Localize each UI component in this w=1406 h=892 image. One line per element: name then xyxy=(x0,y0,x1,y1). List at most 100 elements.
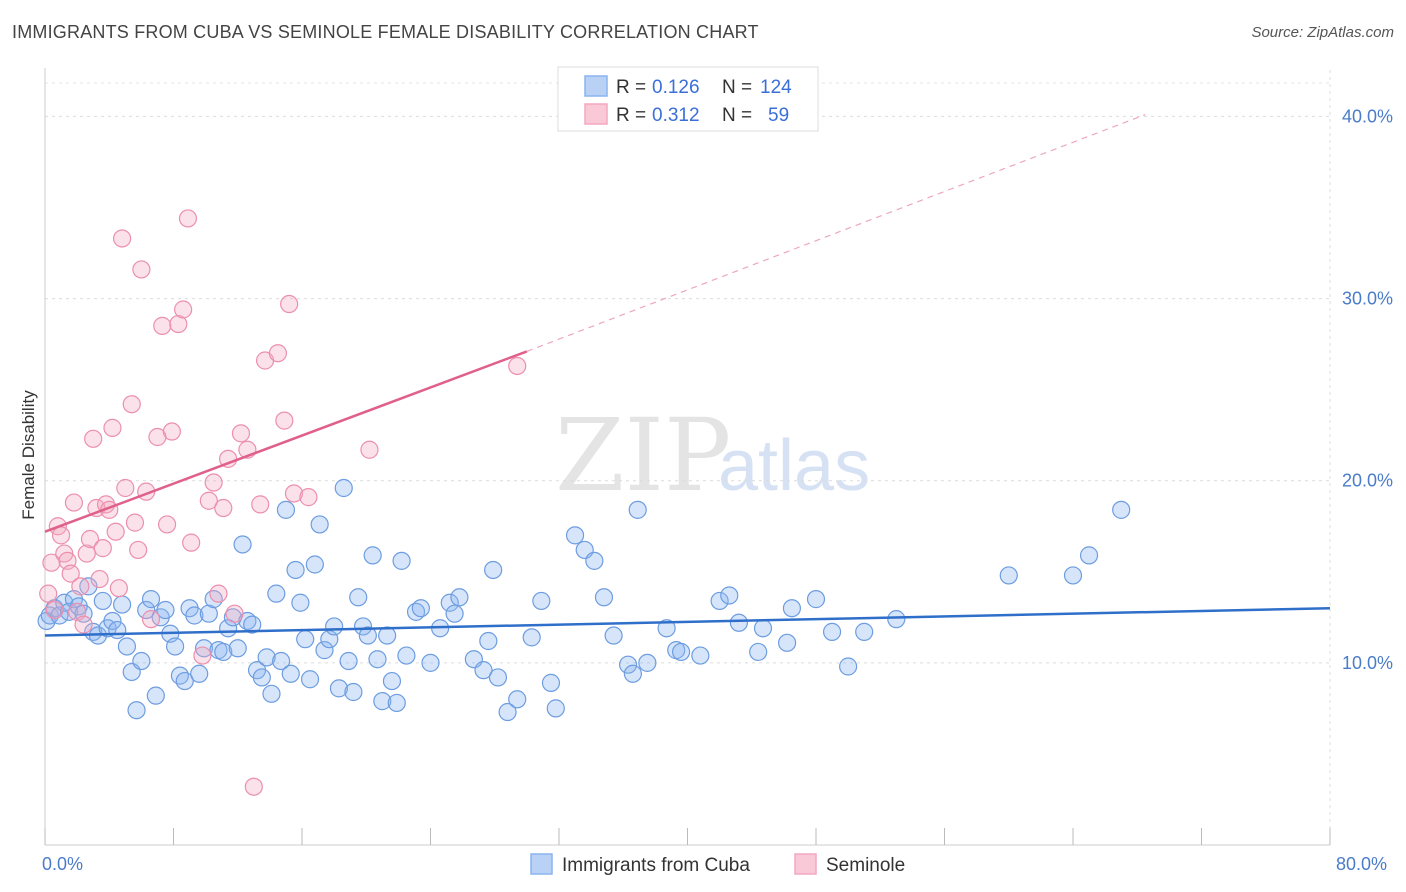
trend-lines xyxy=(44,114,1331,637)
seminole-point-38 xyxy=(182,533,201,552)
cuba-point-121 xyxy=(1079,546,1099,565)
seminole-point-7 xyxy=(61,564,80,583)
cuba-point-55 xyxy=(300,670,320,689)
cuba-point-113 xyxy=(782,599,802,618)
cuba-point-63 xyxy=(339,651,358,671)
cuba-point-115 xyxy=(822,622,842,641)
seminole-point-22 xyxy=(109,579,128,598)
bottom-legend: Immigrants from Cuba Seminole xyxy=(530,853,905,876)
cuba-point-99 xyxy=(618,655,638,674)
cuba-point-56 xyxy=(305,555,324,574)
cuba-point-77 xyxy=(411,599,430,618)
cuba-point-50 xyxy=(276,500,296,519)
seminole-point-42 xyxy=(209,584,228,603)
cuba-point-89 xyxy=(508,690,527,709)
cuba-point-32 xyxy=(190,664,209,683)
cuba-point-27 xyxy=(166,637,185,656)
cuba-point-98 xyxy=(604,626,623,645)
cuba-point-21 xyxy=(137,600,156,620)
cuba-point-19 xyxy=(127,701,146,720)
cuba-point-112 xyxy=(777,633,797,652)
seminole-point-51 xyxy=(268,344,288,363)
cuba-point-81 xyxy=(445,604,464,623)
cuba-point-29 xyxy=(175,671,194,691)
cuba-point-80 xyxy=(440,593,459,612)
cuba-point-37 xyxy=(214,642,233,662)
y-tick-label-0: 10.0% xyxy=(1342,653,1393,673)
seminole-point-30 xyxy=(141,610,161,629)
cuba-point-64 xyxy=(344,682,363,702)
seminole-point-13 xyxy=(80,529,100,549)
seminole-point-23 xyxy=(112,229,132,248)
trend-line-seminole-extension xyxy=(526,114,1146,352)
y-tick-label-2: 30.0% xyxy=(1342,289,1393,309)
seminole-point-39 xyxy=(193,646,212,665)
seminole-point-25 xyxy=(122,395,141,414)
cuba-point-75 xyxy=(397,646,416,665)
seminole-point-4 xyxy=(51,526,71,545)
legend-r-value-seminole: 0.312 xyxy=(652,105,700,126)
bottom-legend-label-cuba: Immigrants from Cuba xyxy=(562,855,750,876)
cuba-point-122 xyxy=(1112,500,1131,519)
cuba-point-88 xyxy=(498,702,517,722)
seminole-point-10 xyxy=(71,577,90,596)
seminole-point-2 xyxy=(45,600,64,620)
cuba-point-120 xyxy=(1063,566,1083,585)
bottom-legend-swatch-seminole xyxy=(794,853,817,875)
legend-n-label-cuba: N = xyxy=(722,77,752,98)
cuba-point-114 xyxy=(806,590,826,609)
seminole-point-41 xyxy=(204,473,223,492)
seminole-point-35 xyxy=(169,314,188,334)
trend-line-cuba xyxy=(44,606,1331,637)
cuba-point-91 xyxy=(532,591,551,611)
seminole-point-26 xyxy=(125,513,145,532)
cuba-point-40 xyxy=(228,639,247,658)
seminole-point-45 xyxy=(225,604,244,623)
cuba-point-109 xyxy=(729,613,749,632)
cuba-point-102 xyxy=(638,653,657,672)
cuba-point-100 xyxy=(623,664,642,683)
seminole-point-56 xyxy=(360,440,379,459)
seminole-point-27 xyxy=(129,540,148,560)
seminole-point-24 xyxy=(116,478,135,498)
x-tick-label-max: 80.0% xyxy=(1336,854,1387,874)
cuba-point-68 xyxy=(363,546,382,565)
seminole-point-43 xyxy=(214,498,233,518)
cuba-point-73 xyxy=(387,693,406,713)
seminole-point-57 xyxy=(508,356,527,376)
cuba-point-85 xyxy=(479,631,498,651)
series-cuba-points xyxy=(37,478,1131,722)
seminole-point-11 xyxy=(74,615,93,634)
top-legend: R = 0.126 N = 124 R = 0.312 N = 59 xyxy=(557,66,819,132)
cuba-point-46 xyxy=(257,648,276,667)
trend-line-seminole xyxy=(44,350,528,533)
cuba-point-34 xyxy=(199,604,218,623)
bottom-legend-label-seminole: Seminole xyxy=(826,855,905,876)
seminole-point-14 xyxy=(84,429,103,448)
cuba-point-43 xyxy=(243,615,262,634)
cuba-point-45 xyxy=(252,668,271,687)
cuba-point-14 xyxy=(103,611,122,631)
cuba-point-72 xyxy=(382,671,402,691)
cuba-point-90 xyxy=(522,628,541,647)
cuba-point-61 xyxy=(329,679,349,698)
cuba-point-60 xyxy=(325,617,344,636)
seminole-point-55 xyxy=(299,488,318,507)
grid-lines xyxy=(45,70,1331,845)
seminole-point-0 xyxy=(39,584,58,603)
cuba-point-69 xyxy=(368,650,387,669)
cuba-point-86 xyxy=(484,560,503,580)
cuba-point-23 xyxy=(146,686,165,705)
seminole-point-36 xyxy=(174,300,193,319)
cuba-point-54 xyxy=(296,630,315,649)
cuba-point-94 xyxy=(565,526,585,545)
cuba-point-20 xyxy=(132,651,151,671)
axes xyxy=(44,68,1331,846)
cuba-point-107 xyxy=(710,591,729,611)
cuba-point-28 xyxy=(170,666,190,685)
seminole-point-37 xyxy=(178,209,198,228)
cuba-point-67 xyxy=(358,626,377,645)
series-seminole-points xyxy=(39,209,527,796)
cuba-point-49 xyxy=(272,651,291,671)
seminole-point-53 xyxy=(280,294,299,314)
